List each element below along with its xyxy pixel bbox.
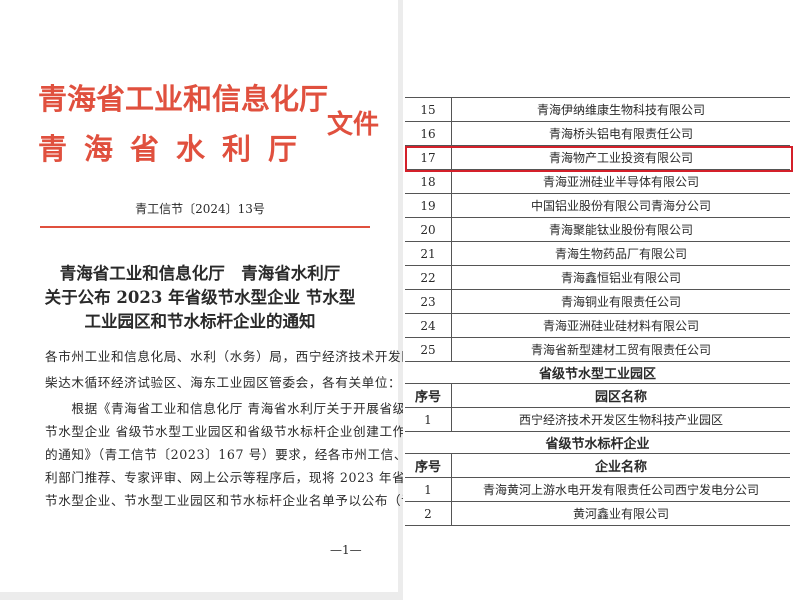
table-row: 18 青海亚洲硅业半导体有限公司 <box>405 169 790 194</box>
table-row: 22 青海鑫恒铝业有限公司 <box>405 265 790 290</box>
red-divider <box>40 226 370 228</box>
table-row: 15 青海伊纳维康生物科技有限公司 <box>405 97 790 122</box>
row-number: 19 <box>405 193 452 218</box>
column-header-name: 企业名称 <box>451 453 790 478</box>
enterprise-name: 青海生物药品厂有限公司 <box>451 241 790 266</box>
document-number: 青工信节〔2024〕13号 <box>135 202 265 216</box>
row-number: 16 <box>405 121 452 146</box>
issuer-header-suffix: 文件 <box>327 110 380 140</box>
table-row: 23 青海铜业有限责任公司 <box>405 289 790 314</box>
table-row: 19 中国铝业股份有限公司青海分公司 <box>405 193 790 218</box>
notice-title-line: 青海省工业和信息化厅 青海省水利厅 <box>59 264 341 283</box>
notice-title-line: 工业园区和节水标杆企业的通知 <box>84 312 316 331</box>
enterprise-list-table: 15 青海伊纳维康生物科技有限公司 16 青海桥头铝电有限责任公司 17 青海物产工业投资… <box>405 97 790 526</box>
section-title-row: 省级节水型工业园区 <box>405 361 790 384</box>
issuer-header-line1: 青海省工业和信息化厅 <box>38 82 329 116</box>
table-row: 20 青海聚能钛业股份有限公司 <box>405 217 790 242</box>
enterprise-name: 青海聚能钛业股份有限公司 <box>451 217 790 242</box>
table-header-row: 序号 企业名称 <box>405 453 790 478</box>
table-header-row: 序号 园区名称 <box>405 383 790 408</box>
table-row: 2 黄河鑫业有限公司 <box>405 501 790 526</box>
table-row: 1 青海黄河上游水电开发有限责任公司西宁发电分公司 <box>405 477 790 502</box>
row-number: 18 <box>405 169 452 194</box>
column-header-name: 园区名称 <box>451 383 790 408</box>
enterprise-name: 中国铝业股份有限公司青海分公司 <box>451 193 790 218</box>
section-title-row: 省级节水标杆企业 <box>405 431 790 454</box>
table-row: 1 西宁经济技术开发区生物科技产业园区 <box>405 407 790 432</box>
document-page-1: 青海省工业和信息化厅 青海省水利厅 文件 青工信节〔2024〕13号 青海省工业… <box>0 0 428 592</box>
notice-title-line: 关于公布 2023 年省级节水型企业 节水型 <box>44 288 356 307</box>
row-number: 1 <box>405 407 452 432</box>
page-number: —1— <box>330 543 362 557</box>
entry-name: 青海黄河上游水电开发有限责任公司西宁发电分公司 <box>451 477 790 502</box>
row-number: 1 <box>405 477 452 502</box>
enterprise-name: 青海物产工业投资有限公司 <box>451 145 790 170</box>
body-line: 利部门推荐、专家评审、网上公示等程序后，现将 2023 年省级 <box>45 470 419 485</box>
section-title: 省级节水型工业园区 <box>405 361 790 384</box>
row-number: 22 <box>405 265 452 290</box>
row-number: 23 <box>405 289 452 314</box>
body-line: 柴达木循环经济试验区、海东工业园区管委会，各有关单位： <box>45 375 402 390</box>
body-line: 根据《青海省工业和信息化厅 青海省水利厅关于开展省级 <box>45 401 406 416</box>
body-line: 节水型企业 省级节水型工业园区和省级节水标杆企业创建工作 <box>45 424 406 439</box>
enterprise-name: 青海亚洲硅业半导体有限公司 <box>451 169 790 194</box>
highlight-box <box>405 146 793 172</box>
enterprise-name: 青海省新型建材工贸有限责任公司 <box>451 337 790 362</box>
body-line: 节水型企业、节水型工业园区和节水标杆企业名单予以公布（详 <box>45 493 415 508</box>
document-page-list: 15 青海伊纳维康生物科技有限公司 16 青海桥头铝电有限责任公司 17 青海物产工业投资… <box>403 0 800 600</box>
enterprise-name: 青海鑫恒铝业有限公司 <box>451 265 790 290</box>
table-row: 24 青海亚洲硅业硅材料有限公司 <box>405 313 790 338</box>
column-header-no: 序号 <box>405 453 452 478</box>
enterprise-name: 青海铜业有限责任公司 <box>451 289 790 314</box>
table-row: 21 青海生物药品厂有限公司 <box>405 241 790 266</box>
issuer-header-line2: 青海省水利厅 <box>38 132 315 166</box>
section-title: 省级节水标杆企业 <box>405 431 790 454</box>
body-line: 各市州工业和信息化局、水利（水务）局，西宁经济技术开发区、 <box>45 349 428 364</box>
table-row: 25 青海省新型建材工贸有限责任公司 <box>405 337 790 362</box>
enterprise-name: 青海伊纳维康生物科技有限公司 <box>451 97 790 122</box>
entry-name: 西宁经济技术开发区生物科技产业园区 <box>451 407 790 432</box>
row-number: 21 <box>405 241 452 266</box>
body-line: 的通知》（青工信节〔2023〕167 号）要求，经各市州工信、水 <box>45 447 421 462</box>
enterprise-name: 青海桥头铝电有限责任公司 <box>451 121 790 146</box>
row-number: 2 <box>405 501 452 526</box>
row-number: 20 <box>405 217 452 242</box>
table-row: 16 青海桥头铝电有限责任公司 <box>405 121 790 146</box>
entry-name: 黄河鑫业有限公司 <box>451 501 790 526</box>
enterprise-name: 青海亚洲硅业硅材料有限公司 <box>451 313 790 338</box>
row-number: 15 <box>405 97 452 122</box>
row-number: 25 <box>405 337 452 362</box>
row-number: 24 <box>405 313 452 338</box>
column-header-no: 序号 <box>405 383 452 408</box>
